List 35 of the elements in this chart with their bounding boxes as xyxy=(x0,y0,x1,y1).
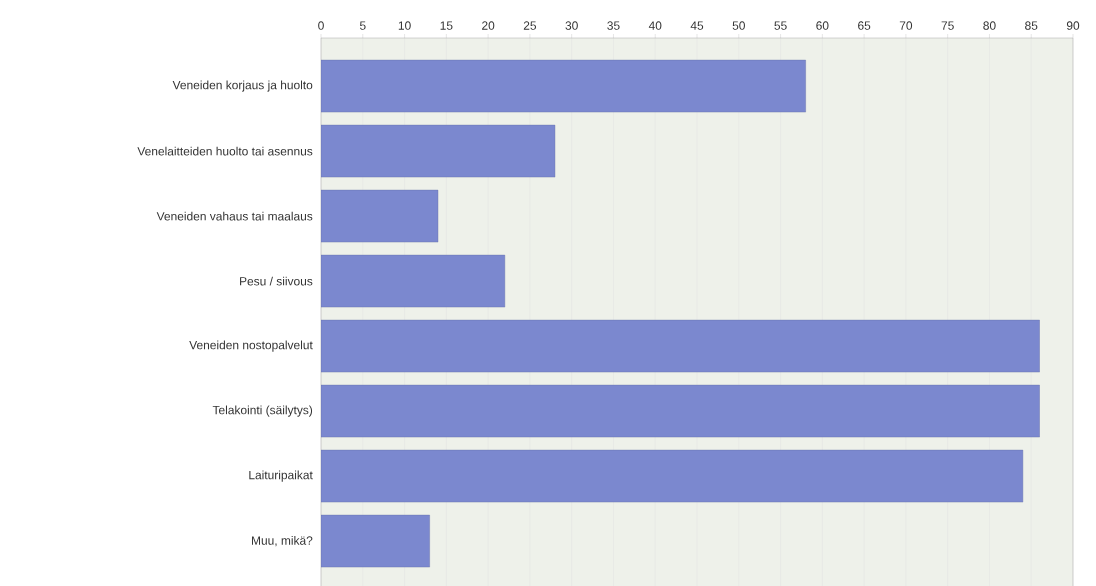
y-tick-label: Venelaitteiden huolto tai asennus xyxy=(137,146,313,156)
bar xyxy=(321,59,806,113)
y-tick-label: Muu, mikä? xyxy=(252,536,313,547)
x-tick-label: 25 xyxy=(523,21,537,30)
y-tick-label: Veneiden nostopalvelut xyxy=(189,340,313,352)
bar xyxy=(321,254,506,308)
x-tick-label: 90 xyxy=(1066,21,1080,30)
x-tick-label: 65 xyxy=(858,21,871,30)
x-tick-label: 55 xyxy=(774,21,787,30)
y-tick-label: Veneiden vahaus tai maalaus xyxy=(156,211,313,221)
bar xyxy=(321,514,430,568)
y-tick-label: Veneiden korjaus ja huolto xyxy=(172,80,313,92)
bar xyxy=(321,124,556,178)
bar xyxy=(321,384,1040,438)
x-tick-label: 80 xyxy=(983,21,996,30)
y-tick-label: Laituripaikat xyxy=(249,470,313,482)
x-tick-label: 15 xyxy=(440,21,453,30)
y-tick-label: Telakointi (säilytys) xyxy=(212,405,313,417)
x-tick-label: 50 xyxy=(732,21,745,30)
x-tick-label: 20 xyxy=(482,21,495,30)
x-tick-label: 30 xyxy=(565,21,578,30)
x-tick-label: 5 xyxy=(359,21,366,30)
bar xyxy=(321,319,1040,373)
y-tick-label: Pesu / siivous xyxy=(240,276,313,286)
x-tick-label: 10 xyxy=(398,21,411,30)
x-tick-label: 45 xyxy=(690,21,704,30)
x-tick-label: 40 xyxy=(648,21,662,30)
x-tick-label: 0 xyxy=(318,21,324,30)
x-tick-label: 35 xyxy=(607,21,620,30)
x-tick-label: 60 xyxy=(816,21,829,30)
x-tick-label: 75 xyxy=(941,21,954,30)
bar xyxy=(321,449,1024,503)
x-tick-label: 85 xyxy=(1025,21,1038,30)
bar xyxy=(321,189,439,243)
x-tick-label: 70 xyxy=(899,21,913,30)
